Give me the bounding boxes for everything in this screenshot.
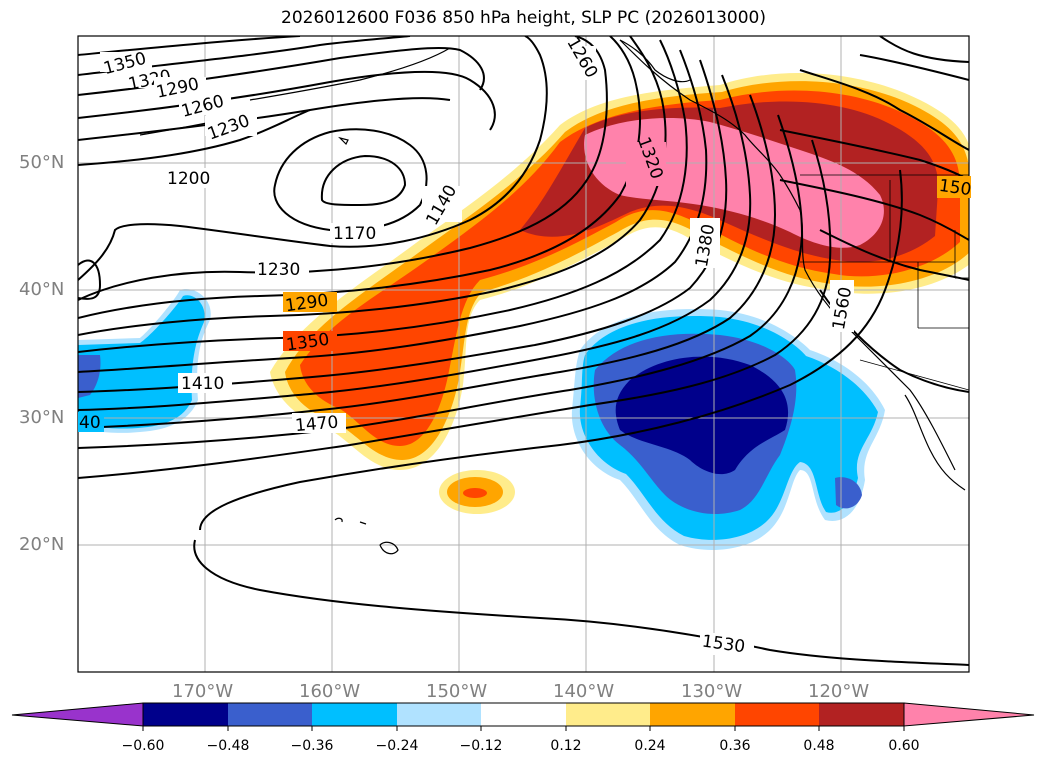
contour-label: 1470	[294, 412, 339, 436]
latitude-label: 50°N	[19, 152, 65, 173]
contour-label: 40	[79, 413, 101, 433]
longitude-label: 130°W	[681, 681, 743, 702]
height-contours	[78, 36, 969, 666]
coastlines	[139, 39, 966, 555]
colorbar-tick-label: −0.60	[121, 738, 165, 754]
longitude-label: 120°W	[808, 681, 870, 702]
map-frame	[77, 35, 970, 673]
colorbar-tick-label: −0.36	[290, 738, 334, 754]
longitude-label: 160°W	[299, 681, 361, 702]
colorbar-tick-label: −0.12	[459, 738, 503, 754]
colorbar	[11, 702, 1035, 731]
colorbar-tick-label: 0.60	[888, 738, 920, 754]
colorbar-extend-right	[903, 702, 1035, 727]
map-title: 2026012600 F036 850 hPa height, SLP PC (…	[281, 8, 766, 28]
colorbar-tick-label: 0.12	[550, 738, 582, 754]
colorbar-tick-label: 0.48	[803, 738, 835, 754]
contour-label: 1410	[181, 374, 224, 394]
latitude-label: 30°N	[19, 407, 65, 428]
longitude-label: 140°W	[553, 681, 615, 702]
contour-label: 1200	[167, 169, 210, 189]
contour-label: 1230	[257, 260, 300, 280]
colorbar-tick-label: 0.24	[634, 738, 666, 754]
colorbar-tick-label: 0.36	[719, 738, 751, 754]
contour-label: 1170	[333, 224, 376, 244]
colorbar-tick-label: −0.24	[375, 738, 419, 754]
colorbar-tick-label: −0.48	[206, 738, 250, 754]
longitude-label: 150°W	[426, 681, 488, 702]
latitude-label: 20°N	[19, 534, 65, 555]
colorbar-extend-left	[11, 702, 144, 727]
latitude-label: 40°N	[19, 279, 65, 300]
contour-label: 150	[938, 176, 973, 200]
longitude-label: 170°W	[172, 681, 234, 702]
